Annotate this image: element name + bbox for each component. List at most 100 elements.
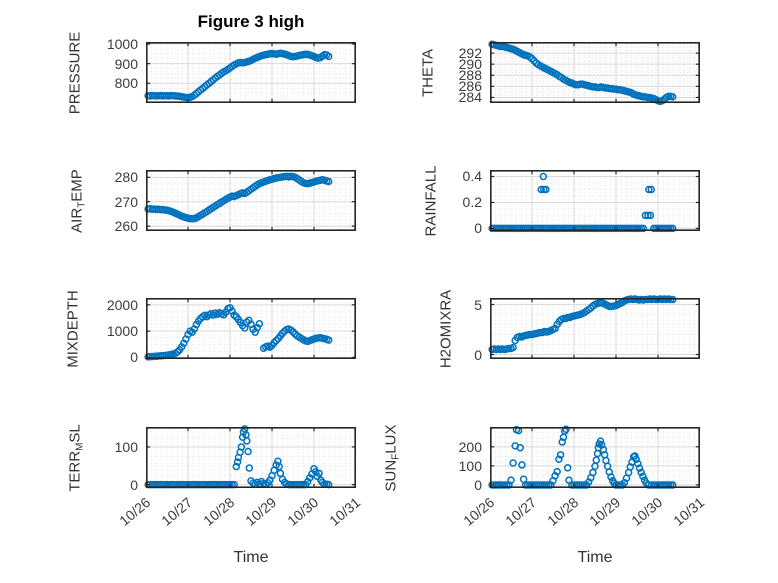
y-axis-label-subscript: T — [76, 201, 88, 208]
figure-title: Figure 3 high — [197, 12, 305, 31]
y-axis-label-text: H2OMIXRA — [437, 289, 455, 368]
major-grid — [490, 170, 700, 231]
y-tick-label: 100 — [458, 457, 482, 474]
tick-marks — [490, 427, 700, 488]
y-axis-label-text: AIR — [68, 207, 86, 233]
plot-area — [144, 170, 356, 232]
x-tick-label: 10/28 — [544, 494, 582, 529]
y-axis-label-rainfall: RAINFALL — [423, 165, 440, 236]
y-tick-label: 260 — [114, 218, 138, 235]
x-axis-label: Time — [233, 549, 269, 566]
axis-box — [490, 298, 700, 360]
y-axis-label-text: MIXDEPTH — [64, 289, 82, 368]
plot-area — [144, 42, 356, 104]
y-axis-label-mixdepth: MIXDEPTH — [65, 290, 82, 368]
axis-box — [146, 42, 356, 104]
y-tick-label: 280 — [114, 169, 138, 186]
y-tick-label: 0.4 — [462, 168, 482, 185]
y-tick-label: 288 — [458, 67, 482, 84]
plot-area — [488, 425, 700, 489]
y-tick-label: 0 — [130, 349, 138, 366]
plot-area — [144, 425, 356, 489]
y-axis-label-subscript: M — [74, 442, 86, 451]
axis-box — [490, 170, 700, 232]
y-axis-label-text: EMP — [68, 168, 86, 202]
y-tick-label: 270 — [114, 193, 138, 210]
y-tick-label: 0 — [474, 476, 482, 493]
tick-marks — [490, 298, 700, 359]
data-points — [144, 49, 333, 102]
plot-area — [488, 295, 700, 360]
subplot-mixdepth: 0 1000 2000 MIXDEPTH — [65, 290, 356, 367]
data-points — [488, 172, 677, 233]
y-tick-label: 1000 — [106, 323, 138, 340]
x-tick-label: 10/26 — [460, 494, 498, 529]
y-tick-label: 290 — [458, 56, 482, 73]
tick-marks — [490, 42, 700, 103]
tick-marks — [146, 298, 356, 359]
y-tick-label: 200 — [458, 438, 482, 455]
subplot-h2omixra: 0 5 H2OMIXRA — [438, 289, 700, 368]
x-tick-label: 10/26 — [116, 494, 154, 529]
subplot-air-temp: 260 270 280 AIRTEMP — [69, 169, 356, 233]
y-axis-label-text: SUN — [382, 459, 400, 491]
axis-box — [490, 42, 700, 104]
y-axis-label-sun_flux: SUNFLUX — [383, 424, 402, 491]
subplot-theta: 284 286 288 290 292 THETA — [420, 40, 700, 106]
axis-box — [146, 427, 356, 489]
x-tick-label: 10/29 — [242, 494, 280, 529]
y-axis-label-text: THETA — [419, 48, 437, 97]
y-tick-label: 292 — [458, 45, 482, 62]
y-axis-label-text: TERR — [66, 450, 84, 492]
x-tick-label: 10/28 — [200, 494, 238, 529]
y-axis-label-text: LUX — [382, 424, 400, 454]
plot-area — [488, 170, 700, 233]
y-axis-label-air_temp: AIRTEMP — [69, 169, 88, 233]
subplot-terr-msl: 0 100 TERRMSL 10/26 10/27 10/28 10/29 10/30 10/3… — [67, 424, 364, 566]
plot-area — [144, 298, 356, 361]
y-tick-label: 800 — [114, 75, 138, 92]
subplot-sun-flux: 0 100 200 SUNFLUX 10/26 10/27 10/28 10/29 10/30 1… — [383, 424, 708, 566]
y-tick-label: 0.2 — [462, 194, 482, 211]
y-axis-label-theta: THETA — [420, 48, 437, 96]
x-axis-label: Time — [577, 549, 613, 566]
subplot-pressure: 800 900 1000 PRESSURE — [67, 31, 356, 114]
x-tick-label: 10/30 — [284, 494, 322, 529]
x-tick-label: 10/31 — [670, 494, 708, 529]
axis-box — [490, 427, 700, 489]
y-tick-label: 900 — [114, 55, 138, 72]
x-tick-label: 10/30 — [628, 494, 666, 529]
y-axis-label-subscript: F — [390, 453, 402, 460]
x-tick-label: 10/31 — [326, 494, 364, 529]
x-tick-label: 10/27 — [158, 494, 196, 529]
y-axis-label-h2omixra: H2OMIXRA — [438, 289, 455, 367]
tick-marks — [490, 170, 700, 231]
plot-area — [488, 40, 700, 106]
y-tick-label: 1000 — [106, 35, 138, 52]
y-tick-label: 284 — [458, 89, 482, 106]
subplot-rainfall: 0 0.2 0.4 RAINFALL — [423, 165, 700, 236]
y-tick-label: 2000 — [106, 296, 138, 313]
y-tick-label: 0 — [474, 220, 482, 237]
axis-box — [146, 298, 356, 360]
y-axis-label-terr_msl: TERRMSL — [67, 424, 86, 492]
tick-marks — [146, 42, 356, 103]
y-tick-label: 5 — [474, 296, 482, 313]
x-tick-label: 10/27 — [502, 494, 540, 529]
minor-grid — [490, 170, 700, 231]
y-axis-label-text: PRESSURE — [66, 31, 84, 114]
tick-marks — [146, 427, 356, 488]
y-axis-label-pressure: PRESSURE — [67, 31, 84, 114]
axis-box — [146, 170, 356, 232]
tick-marks — [146, 170, 356, 231]
y-axis-label-text: RAINFALL — [422, 165, 440, 236]
minor-grid — [146, 298, 356, 359]
minor-grid — [146, 427, 356, 488]
y-tick-label: 100 — [114, 438, 138, 455]
y-axis-label-text: SL — [66, 423, 84, 443]
y-tick-label: 0 — [474, 346, 482, 363]
data-points — [144, 172, 333, 223]
y-tick-label: 286 — [458, 78, 482, 95]
y-tick-label: 0 — [130, 476, 138, 493]
